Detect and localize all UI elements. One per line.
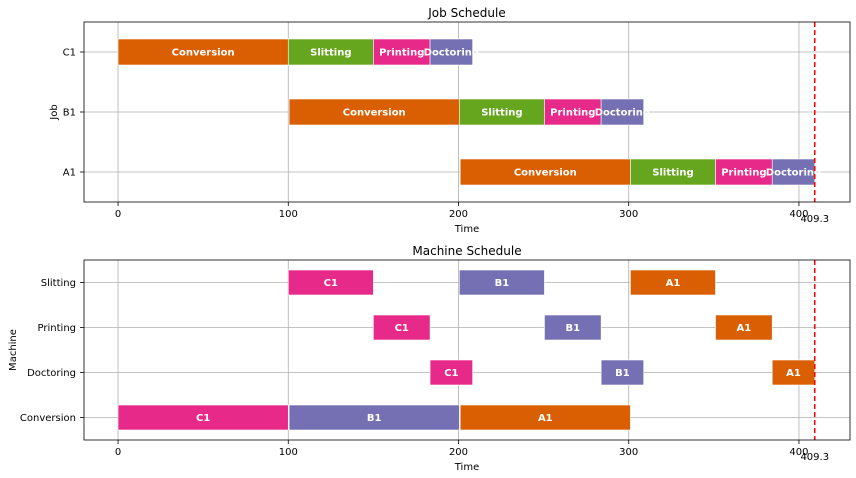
y-tick-label: Printing [38,323,76,334]
task-bar [600,359,644,386]
x-tick-label: 100 [279,209,298,220]
task-bar-label: Printing [379,48,424,59]
task-bar-label: C1 [444,368,458,379]
x-tick-label: 300 [619,209,638,220]
x-tick-label: 0 [115,447,121,458]
task-bar-label: B1 [615,368,630,379]
task-bar-label: Printing [721,168,766,179]
task-bar-label: A1 [666,278,681,289]
task-bar [117,38,289,66]
y-tick-label: Doctoring [27,368,76,379]
task-bar [630,269,716,296]
y-tick-label: B1 [63,108,76,119]
task-bar-label: B1 [367,413,382,424]
x-tick-label: 400 [789,447,808,458]
task-bar-label: Doctoring [766,168,821,179]
task-bar [288,404,460,431]
task-bar [771,359,816,386]
task-bar-label: Conversion [343,108,406,119]
x-axis-label: Time [454,462,479,473]
task-bar-label: A1 [737,323,752,334]
task-bar [544,98,602,126]
task-bar-label: Doctoring [424,48,479,59]
y-tick-label: A1 [63,168,76,179]
task-bar [715,314,773,341]
x-tick-label: 400 [789,209,808,220]
y-axis-label: Job [49,104,60,120]
x-tick-label: 300 [619,447,638,458]
task-bar [373,314,431,341]
x-tick-label: 200 [449,209,468,220]
task-bar [429,359,473,386]
task-bar [459,98,545,126]
x-tick-label: 200 [449,447,468,458]
task-bar [459,269,545,296]
task-bar-label: C1 [395,323,409,334]
task-bar-label: B1 [565,323,580,334]
chart-title: Machine Schedule [412,244,521,258]
y-axis-label: Machine [8,329,19,371]
y-tick-label: Slitting [41,278,76,289]
task-bar-label: Slitting [310,48,351,59]
task-bar-label: Slitting [481,108,522,119]
task-bar-label: Printing [550,108,595,119]
task-bar [287,269,374,296]
y-tick-label: Conversion [20,413,76,424]
task-bar-label: C1 [196,413,210,424]
task-bar [459,404,631,431]
task-bar [544,314,602,341]
x-tick-label: 100 [279,447,298,458]
task-bar [715,158,773,186]
chart-panel-machine-schedule: C1 B1 A1 C1 B1 A1 C1 B1 A1 C1 B1 A1 0 100 200 300 400409… [8,244,851,473]
plot-frame [83,259,851,441]
x-tick-label: 0 [115,209,121,220]
task-bar-label: Conversion [514,168,577,179]
y-tick-label: C1 [63,48,76,59]
task-bar [771,158,816,186]
task-bar-label: Doctoring [595,108,650,119]
task-bar-label: A1 [538,413,553,424]
makespan-label: 409.3 [800,214,829,225]
task-bar [287,38,374,66]
x-axis-label: Time [454,224,479,235]
task-bar [600,98,644,126]
task-bar-label: Conversion [172,48,235,59]
task-bar [117,404,289,431]
task-bar [459,158,631,186]
task-bar [429,38,473,66]
chart-title: Job Schedule [427,6,505,20]
makespan-label: 409.3 [800,452,829,463]
chart-panel-job-schedule: Conversion Slitting Printing DoctoringConve… [49,6,851,235]
task-bar-label: C1 [324,278,338,289]
task-bar-label: Slitting [652,168,693,179]
task-bar-label: A1 [786,368,801,379]
task-bar-label: B1 [495,278,510,289]
